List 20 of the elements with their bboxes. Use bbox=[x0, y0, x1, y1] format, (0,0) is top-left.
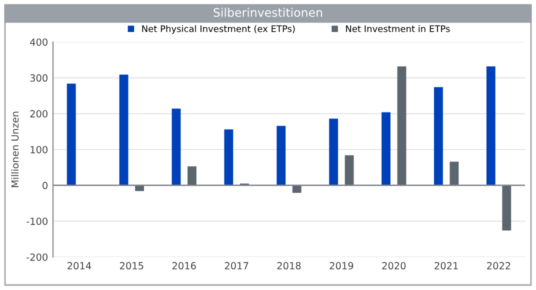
y-tick-label: 400 bbox=[30, 38, 48, 46]
y-tick-label: 200 bbox=[30, 110, 48, 118]
x-tick-label: 2020 bbox=[382, 262, 406, 270]
legend-label: Net Investment in ETPs bbox=[346, 25, 450, 32]
x-tick-label: 2019 bbox=[330, 262, 354, 270]
x-tick-label: 2021 bbox=[434, 262, 458, 270]
y-tick-label: 0 bbox=[42, 182, 48, 190]
y-tick-label: -200 bbox=[26, 253, 48, 261]
y-tick-label: 300 bbox=[30, 74, 48, 82]
x-tick-label: 2015 bbox=[120, 262, 144, 270]
legend-label: Net Physical Investment (ex ETPs) bbox=[142, 25, 295, 34]
x-tick-label: 2017 bbox=[224, 262, 248, 270]
y-tick-label: 100 bbox=[30, 146, 48, 154]
x-tick-label: 2016 bbox=[172, 262, 196, 270]
chart-title: Silberinvestitionen bbox=[214, 8, 322, 17]
x-tick-label: 2022 bbox=[487, 262, 510, 270]
x-tick-label: 2014 bbox=[68, 262, 92, 270]
y-axis-title: Millionen Unzen bbox=[11, 112, 19, 188]
y-tick-label: -100 bbox=[26, 218, 48, 225]
x-tick-label: 2018 bbox=[277, 262, 301, 270]
